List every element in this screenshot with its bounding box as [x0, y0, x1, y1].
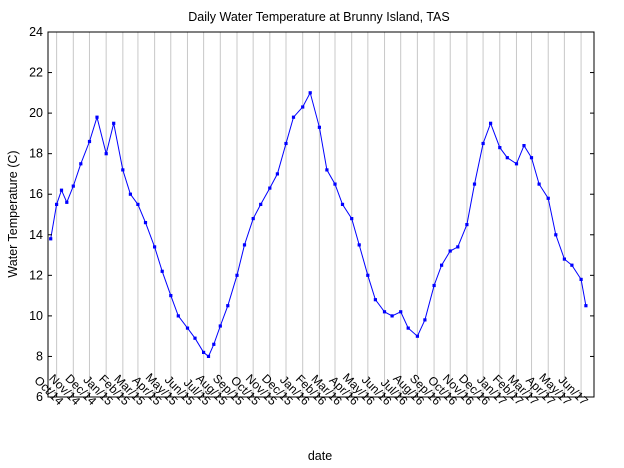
- y-tick-label: 18: [29, 147, 43, 161]
- data-point: [333, 182, 337, 186]
- plot-frame: [47, 31, 595, 398]
- data-point: [185, 326, 190, 330]
- data-point: [579, 277, 583, 281]
- data-point: [169, 294, 173, 298]
- data-point: [235, 273, 239, 277]
- data-point: [71, 184, 75, 188]
- data-point: [136, 202, 140, 206]
- data-point: [143, 221, 148, 225]
- data-point: [121, 168, 125, 172]
- data-point: [340, 202, 345, 206]
- data-point: [49, 237, 53, 241]
- data-point: [242, 243, 247, 247]
- series-layer: [49, 91, 588, 358]
- data-point: [505, 156, 509, 160]
- data-point: [489, 121, 493, 125]
- data-point: [546, 196, 550, 200]
- data-point: [259, 202, 263, 206]
- data-point: [251, 217, 255, 221]
- data-point: [284, 141, 288, 146]
- data-point: [325, 168, 329, 172]
- y-axis: 6 8 10 12 14 16 18 20 22 24: [29, 25, 594, 404]
- data-point: [301, 105, 305, 109]
- data-point: [522, 144, 526, 148]
- x-axis-label: date: [308, 449, 332, 463]
- data-point: [415, 334, 419, 338]
- data-point: [212, 342, 216, 346]
- data-point: [176, 314, 180, 318]
- plot-area: [48, 32, 594, 397]
- y-tick-label: 20: [29, 106, 43, 120]
- data-point: [153, 245, 157, 249]
- data-point: [104, 152, 108, 156]
- data-point: [218, 324, 222, 328]
- data-point: [112, 121, 116, 125]
- data-point: [206, 354, 211, 358]
- data-point: [423, 318, 427, 322]
- data-point: [584, 304, 588, 308]
- data-point: [160, 269, 164, 273]
- data-point: [59, 188, 64, 192]
- data-point: [79, 162, 83, 166]
- data-point: [193, 336, 197, 340]
- data-point: [432, 283, 436, 288]
- data-point: [481, 141, 485, 146]
- y-tick-label: 10: [29, 309, 43, 323]
- data-point: [317, 125, 321, 129]
- y-tick-label: 14: [29, 228, 43, 242]
- data-point: [440, 263, 444, 267]
- data-point: [291, 115, 296, 119]
- data-point: [382, 310, 387, 314]
- data-point: [529, 156, 534, 160]
- data-point: [373, 298, 377, 302]
- data-point: [275, 172, 279, 176]
- data-point: [87, 139, 92, 144]
- data-point: [472, 182, 477, 186]
- y-tick-label: 16: [29, 187, 43, 201]
- y-tick-label: 6: [36, 390, 43, 404]
- data-point: [350, 217, 354, 221]
- data-point: [562, 257, 566, 261]
- chart-title: Daily Water Temperature at Brunny Island…: [188, 10, 449, 24]
- data-point: [514, 162, 519, 166]
- data-point: [128, 192, 132, 196]
- data-point: [399, 310, 403, 314]
- data-point: [465, 223, 469, 227]
- data-point: [202, 350, 206, 354]
- data-point: [390, 314, 394, 318]
- y-tick-label: 22: [29, 66, 43, 80]
- data-point: [570, 263, 574, 267]
- y-tick-label: 24: [29, 25, 43, 39]
- y-tick-label: 8: [36, 349, 43, 363]
- data-point: [226, 304, 230, 308]
- data-point: [554, 233, 558, 237]
- data-point: [65, 200, 69, 204]
- data-point: [268, 186, 272, 190]
- data-point: [55, 202, 59, 206]
- data-point: [498, 146, 502, 150]
- data-point: [308, 91, 312, 95]
- data-point: [95, 115, 99, 119]
- data-point: [448, 249, 452, 253]
- data-point: [406, 326, 410, 330]
- y-axis-label: Water Temperature (C): [6, 150, 20, 277]
- data-point: [456, 245, 460, 249]
- data-point: [537, 182, 541, 186]
- y-tick-label: 12: [29, 268, 43, 282]
- data-point: [366, 273, 370, 277]
- data-point: [357, 243, 361, 247]
